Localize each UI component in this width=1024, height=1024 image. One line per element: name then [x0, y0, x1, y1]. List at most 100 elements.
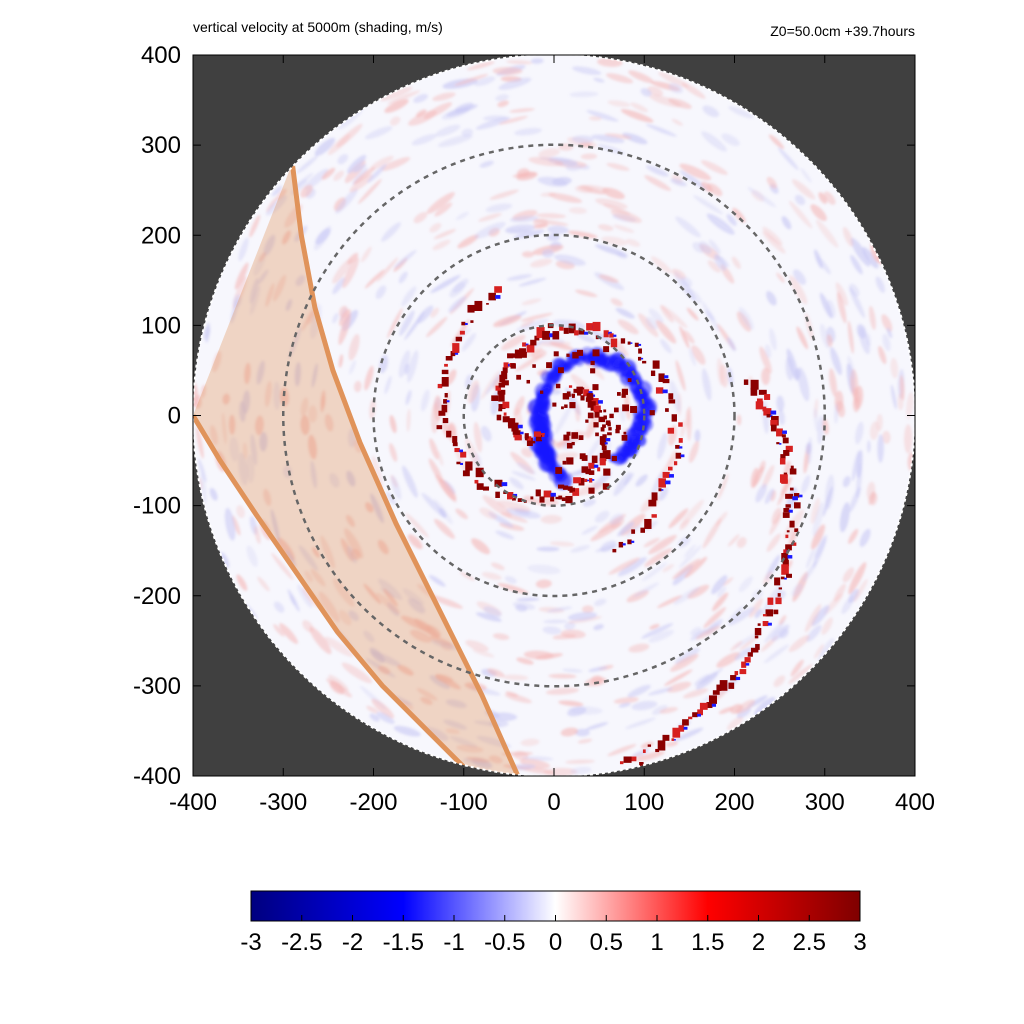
- field-texture-mark: [818, 638, 834, 662]
- y-tick-label: -200: [133, 583, 181, 610]
- field-texture-mark: [431, 595, 463, 609]
- field-texture-mark: [625, 238, 641, 247]
- field-texture-mark: [329, 680, 345, 695]
- updraft-cell: [692, 712, 698, 718]
- core-updraft-cell: [608, 427, 612, 431]
- field-texture-mark: [516, 318, 549, 332]
- field-texture-mark: [680, 276, 693, 288]
- field-texture-mark: [773, 675, 786, 688]
- field-texture-mark: [296, 155, 318, 174]
- field-texture-mark: [560, 629, 586, 639]
- field-texture-mark: [668, 83, 684, 94]
- core-updraft-cell: [540, 390, 544, 394]
- updraft-cell: [568, 323, 576, 334]
- field-texture-mark: [244, 362, 251, 385]
- core-updraft-cell: [576, 386, 583, 394]
- field-texture-mark: [691, 345, 706, 365]
- updraft-cell: [757, 623, 761, 626]
- field-texture-mark: [766, 291, 777, 306]
- core-updraft-cell: [571, 487, 575, 492]
- field-texture-mark: [497, 100, 509, 108]
- field-texture-mark: [263, 234, 276, 256]
- field-texture-mark: [585, 722, 609, 731]
- updraft-cell: [603, 330, 609, 338]
- field-texture-mark: [263, 488, 272, 506]
- field-texture-mark: [764, 620, 786, 643]
- field-texture-mark: [257, 269, 269, 285]
- field-texture-mark: [353, 166, 376, 185]
- field-texture-mark: [564, 621, 576, 630]
- core-updraft-cell: [562, 460, 567, 465]
- field-texture-mark: [806, 548, 815, 569]
- field-texture-mark: [713, 254, 727, 271]
- field-texture-mark: [660, 304, 688, 329]
- field-texture-mark: [378, 578, 402, 600]
- field-texture-mark: [862, 247, 879, 269]
- field-texture-mark: [516, 462, 536, 475]
- core-updraft-cell: [526, 379, 531, 384]
- updraft-cell: [794, 502, 801, 509]
- colorbar-tick-label: -0.5: [484, 929, 525, 956]
- field-texture-mark: [540, 514, 562, 524]
- updraft-cell: [672, 727, 681, 738]
- field-texture-mark: [314, 137, 336, 157]
- field-texture-mark: [282, 230, 291, 245]
- field-texture-mark: [259, 431, 268, 452]
- core-updraft-cell: [558, 367, 564, 374]
- field-texture-mark: [405, 390, 412, 405]
- field-texture-mark: [645, 316, 658, 330]
- field-texture-mark: [719, 364, 728, 388]
- field-texture-mark: [454, 448, 468, 473]
- field-texture-mark: [504, 693, 532, 704]
- field-texture-mark: [276, 188, 287, 201]
- field-texture-mark: [813, 408, 819, 432]
- field-texture-mark: [598, 224, 614, 231]
- field-texture-mark: [657, 595, 683, 608]
- updraft-cell: [762, 620, 769, 627]
- updraft-cell: [763, 408, 772, 416]
- field-texture-mark: [300, 397, 309, 417]
- field-texture-mark: [565, 164, 581, 172]
- field-texture-mark: [474, 76, 496, 87]
- core-updraft-cell: [592, 349, 600, 357]
- field-texture-mark: [906, 392, 914, 420]
- field-texture-mark: [822, 486, 833, 517]
- field-texture-mark: [420, 697, 433, 705]
- field-texture-mark: [353, 163, 367, 173]
- field-texture-mark: [429, 438, 439, 460]
- colorbar-tick-label: 2.5: [793, 929, 826, 956]
- core-updraft-cell: [616, 392, 621, 396]
- field-texture-mark: [448, 296, 467, 313]
- field-texture-mark: [642, 562, 668, 582]
- field-texture-mark: [695, 625, 721, 640]
- field-texture-mark: [408, 597, 426, 614]
- updraft-cell: [539, 433, 545, 438]
- core-updraft-cell: [572, 352, 579, 359]
- field-texture-mark: [622, 132, 648, 145]
- updraft-cell: [668, 399, 676, 404]
- field-texture-mark: [690, 627, 702, 636]
- field-texture-mark: [466, 756, 491, 763]
- field-texture-mark: [536, 213, 566, 219]
- field-texture-mark: [766, 533, 781, 552]
- field-texture-mark: [728, 106, 754, 119]
- core-updraft-cell: [586, 393, 594, 401]
- updraft-cell: [450, 351, 456, 357]
- updraft-cell: [708, 695, 717, 704]
- updraft-cell: [712, 690, 720, 695]
- field-texture-mark: [651, 470, 664, 497]
- field-texture-mark: [764, 344, 772, 359]
- field-texture-mark: [548, 673, 577, 679]
- field-texture-mark: [521, 251, 534, 258]
- field-texture-mark: [224, 507, 236, 541]
- field-texture-mark: [426, 192, 455, 214]
- updraft-cell: [658, 373, 665, 382]
- core-updraft-cell: [569, 402, 576, 409]
- field-texture-mark: [286, 549, 297, 567]
- field-texture-mark: [318, 591, 340, 623]
- field-texture-mark: [308, 405, 318, 423]
- updraft-cell: [612, 548, 617, 553]
- field-texture-mark: [521, 298, 542, 305]
- field-texture-mark: [686, 405, 692, 441]
- field-texture-mark: [648, 534, 677, 555]
